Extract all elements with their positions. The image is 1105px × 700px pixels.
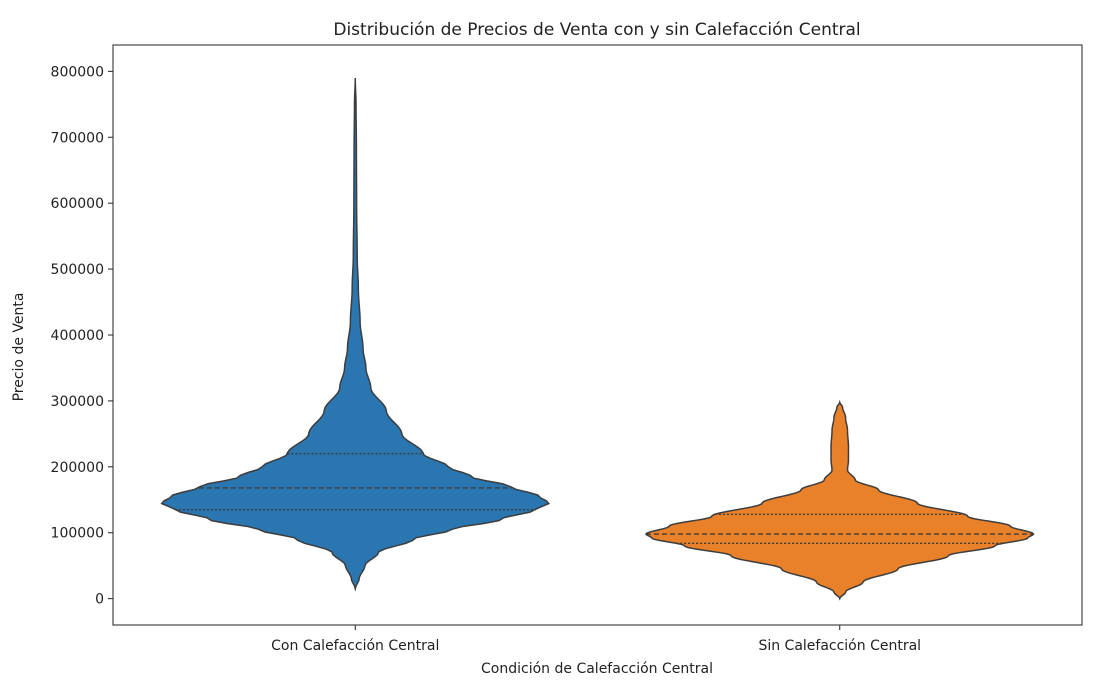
- violin-1: [160, 77, 551, 592]
- y-tick-label: 400000: [51, 328, 104, 344]
- y-tick-label: 700000: [51, 130, 104, 146]
- x-axis-label: Condición de Calefacción Central: [481, 661, 713, 677]
- plot-area: [160, 77, 1035, 601]
- y-tick-label: 800000: [51, 64, 104, 80]
- axes: 0 100000 200000 300000 400000 500000 600000 700…: [51, 44, 1083, 654]
- y-tick-label: 600000: [51, 196, 104, 212]
- y-tick-label: 200000: [51, 460, 104, 476]
- chart-title: Distribución de Precios de Venta con y s…: [333, 20, 860, 40]
- x-tick-label: Sin Calefacción Central: [758, 638, 921, 654]
- violin-2: [644, 399, 1035, 601]
- y-tick-label: 500000: [51, 262, 104, 278]
- y-tick-label: 0: [95, 592, 104, 608]
- y-tick-label: 100000: [51, 526, 104, 542]
- y-axis-label: Precio de Venta: [11, 293, 27, 402]
- y-tick-label: 300000: [51, 394, 104, 410]
- x-tick-label: Con Calefacción Central: [271, 638, 439, 654]
